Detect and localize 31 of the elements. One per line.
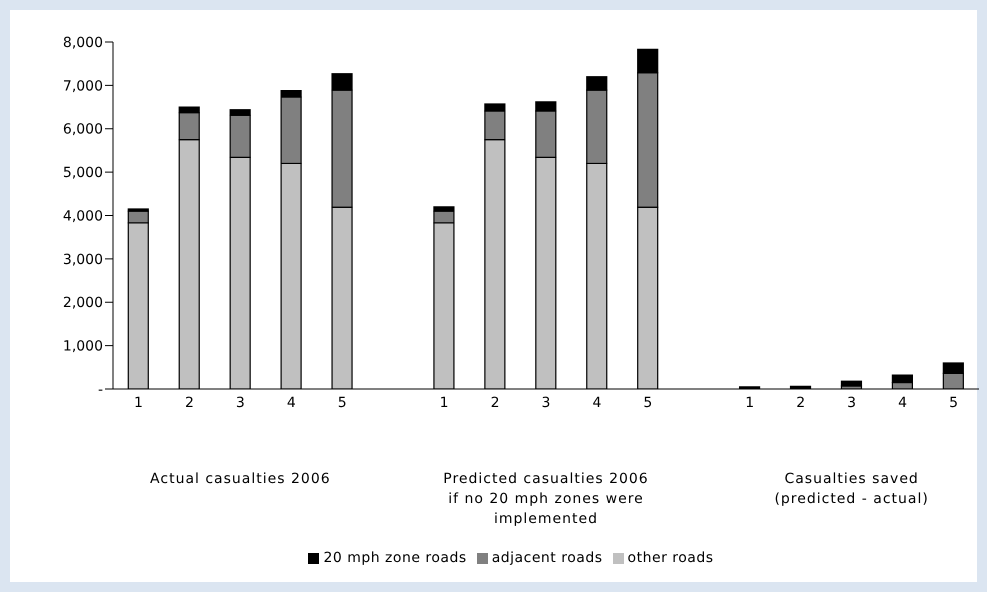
legend-label: adjacent roads xyxy=(492,550,603,566)
group-caption: Casualties saved (predicted - actual) xyxy=(773,470,930,509)
y-tick-label: 7,000 xyxy=(62,78,103,94)
x-tick-label: 4 xyxy=(286,394,296,411)
group-caption: Predicted casualties 2006 if no 20 mph zones were implemented xyxy=(442,470,650,529)
y-tick-label: 5,000 xyxy=(62,165,103,182)
y-tick-label: 3,000 xyxy=(62,252,103,268)
x-tick-label: 3 xyxy=(847,394,856,411)
x-tick-label: 5 xyxy=(949,394,958,411)
y-tick-label: 2,000 xyxy=(62,295,103,312)
x-tick-label: 1 xyxy=(440,394,449,411)
y-tick-label: 6,000 xyxy=(62,122,103,138)
legend-label: other roads xyxy=(628,550,714,566)
y-tick-label: 1,000 xyxy=(62,338,103,355)
x-tick-label: 4 xyxy=(898,394,908,411)
x-tick-label: 3 xyxy=(236,394,245,411)
x-tick-label: 1 xyxy=(745,394,754,411)
y-tick-label: - xyxy=(98,382,103,398)
y-tick-label: 8,000 xyxy=(62,34,103,51)
x-tick-label: 3 xyxy=(542,394,550,411)
x-tick-label: 5 xyxy=(338,394,347,411)
group-caption: Actual casualties 2006 xyxy=(149,470,332,489)
bar xyxy=(840,380,862,387)
x-tick-label: 2 xyxy=(490,394,500,411)
x-tick-label: 5 xyxy=(643,394,652,411)
legend-label: 20 mph zone roads xyxy=(323,550,467,566)
x-tick-label: 4 xyxy=(592,394,602,411)
x-tick-label: 1 xyxy=(134,394,143,411)
x-tick-label: 2 xyxy=(184,394,194,411)
x-tick-label: 2 xyxy=(796,394,806,411)
y-tick-label: 4,000 xyxy=(62,208,103,224)
